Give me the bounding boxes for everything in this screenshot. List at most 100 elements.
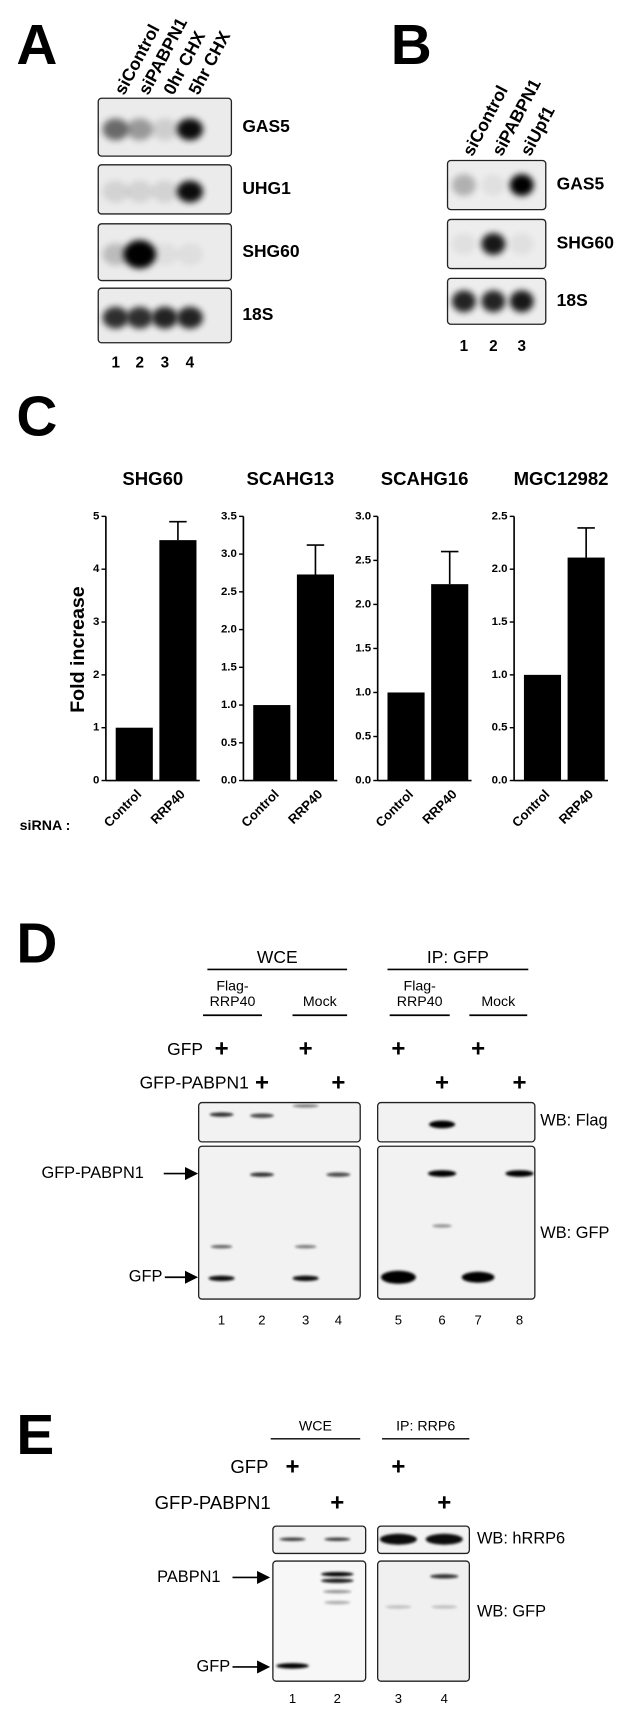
wb-label: WB: GFP — [540, 1224, 609, 1242]
band — [461, 1271, 495, 1283]
x-tick-label: RRP40 — [148, 787, 188, 827]
band — [102, 243, 129, 266]
y-tick-label: 2.0 — [221, 624, 237, 636]
band — [451, 174, 476, 196]
y-tick-label: 0.0 — [355, 775, 371, 787]
y-tick-label: 1 — [93, 722, 100, 734]
band — [505, 1170, 534, 1177]
band — [292, 1275, 319, 1282]
error-bar — [169, 520, 187, 541]
lane-number: 1 — [218, 1312, 225, 1327]
blot — [272, 1560, 367, 1682]
y-tick-label: 2.0 — [492, 563, 508, 575]
lane-number: 1 — [460, 338, 469, 355]
y-tick-label: 1.5 — [492, 616, 509, 628]
band — [209, 1112, 234, 1117]
subgroup-label: Mock — [481, 994, 516, 1010]
band — [279, 1537, 306, 1541]
band — [432, 1224, 452, 1228]
lane-number: 1 — [289, 1691, 296, 1706]
band — [176, 243, 204, 266]
band — [324, 1600, 351, 1605]
band — [385, 1605, 412, 1609]
y-tick-label: 0.0 — [492, 775, 508, 787]
y-tick-label: 0.5 — [355, 731, 372, 743]
band — [151, 243, 178, 266]
x-tick-label: Control — [101, 787, 144, 830]
lane-number: 4 — [335, 1312, 342, 1327]
band — [176, 180, 204, 203]
lane-number: 2 — [135, 355, 143, 372]
band — [326, 1172, 351, 1177]
error-bar — [306, 544, 325, 575]
bar — [253, 705, 291, 781]
chart-title: SCAHG16 — [381, 468, 469, 489]
bar — [296, 574, 335, 781]
plus: + — [437, 1490, 451, 1517]
panel-label: B — [391, 14, 432, 77]
panel-label: A — [16, 14, 57, 77]
band — [249, 1172, 274, 1177]
band — [151, 180, 178, 203]
blot — [198, 1145, 361, 1300]
y-tick-label: 2.0 — [355, 598, 371, 610]
band — [323, 1590, 352, 1594]
bar — [523, 674, 562, 781]
y-tick-label: 2.5 — [355, 554, 372, 566]
plus: + — [471, 1036, 485, 1063]
band — [102, 306, 129, 329]
bar — [387, 692, 425, 781]
lane-number: 6 — [438, 1312, 445, 1327]
group-title: IP: GFP — [427, 947, 489, 967]
x-tick-label: RRP40 — [556, 787, 596, 827]
arrow-label: PABPN1 — [157, 1568, 220, 1586]
y-tick-label: 0.5 — [492, 722, 509, 734]
subgroup-label: Mock — [303, 994, 338, 1010]
band — [481, 290, 506, 313]
blot — [377, 1145, 536, 1300]
band — [210, 1245, 233, 1249]
chart-title: SCAHG13 — [247, 468, 335, 489]
plus: + — [299, 1036, 313, 1063]
band — [509, 233, 534, 255]
lane-number: 3 — [161, 355, 169, 372]
band — [151, 118, 178, 141]
lane-number: 3 — [395, 1691, 402, 1706]
band — [292, 1104, 319, 1108]
x-tick-label: RRP40 — [285, 787, 325, 827]
blot — [198, 1101, 361, 1143]
band — [431, 1605, 458, 1609]
band — [176, 118, 204, 141]
y-tick-label: 2.5 — [221, 586, 238, 598]
lane-number: 8 — [516, 1312, 523, 1327]
band — [126, 118, 153, 141]
blot-label: SHG60 — [242, 241, 299, 261]
y-tick-label: 5 — [93, 510, 100, 522]
plus: + — [286, 1454, 300, 1481]
panel-label: D — [16, 913, 57, 976]
bar — [431, 584, 469, 781]
band — [509, 290, 534, 313]
y-tick-label: 3.0 — [221, 548, 237, 560]
y-tick-label: 1.0 — [355, 687, 371, 699]
plus: + — [513, 1069, 527, 1096]
blot — [377, 1525, 471, 1555]
lane-number: 3 — [302, 1312, 309, 1327]
plus: + — [391, 1036, 405, 1063]
y-tick-label: 4 — [93, 563, 100, 575]
bar — [567, 557, 605, 781]
band — [481, 233, 506, 255]
band — [379, 1533, 417, 1545]
band — [481, 174, 506, 196]
band — [249, 1113, 274, 1118]
lane-number: 4 — [441, 1691, 448, 1706]
y-tick-label: 2.5 — [492, 510, 509, 522]
band — [451, 290, 476, 313]
y-tick-label: 3.0 — [355, 510, 371, 522]
lane-number: 1 — [111, 355, 120, 372]
band — [428, 1120, 456, 1129]
y-tick-label: 0.0 — [221, 775, 237, 787]
blot — [377, 1560, 471, 1682]
x-tick-label: RRP40 — [419, 787, 459, 827]
